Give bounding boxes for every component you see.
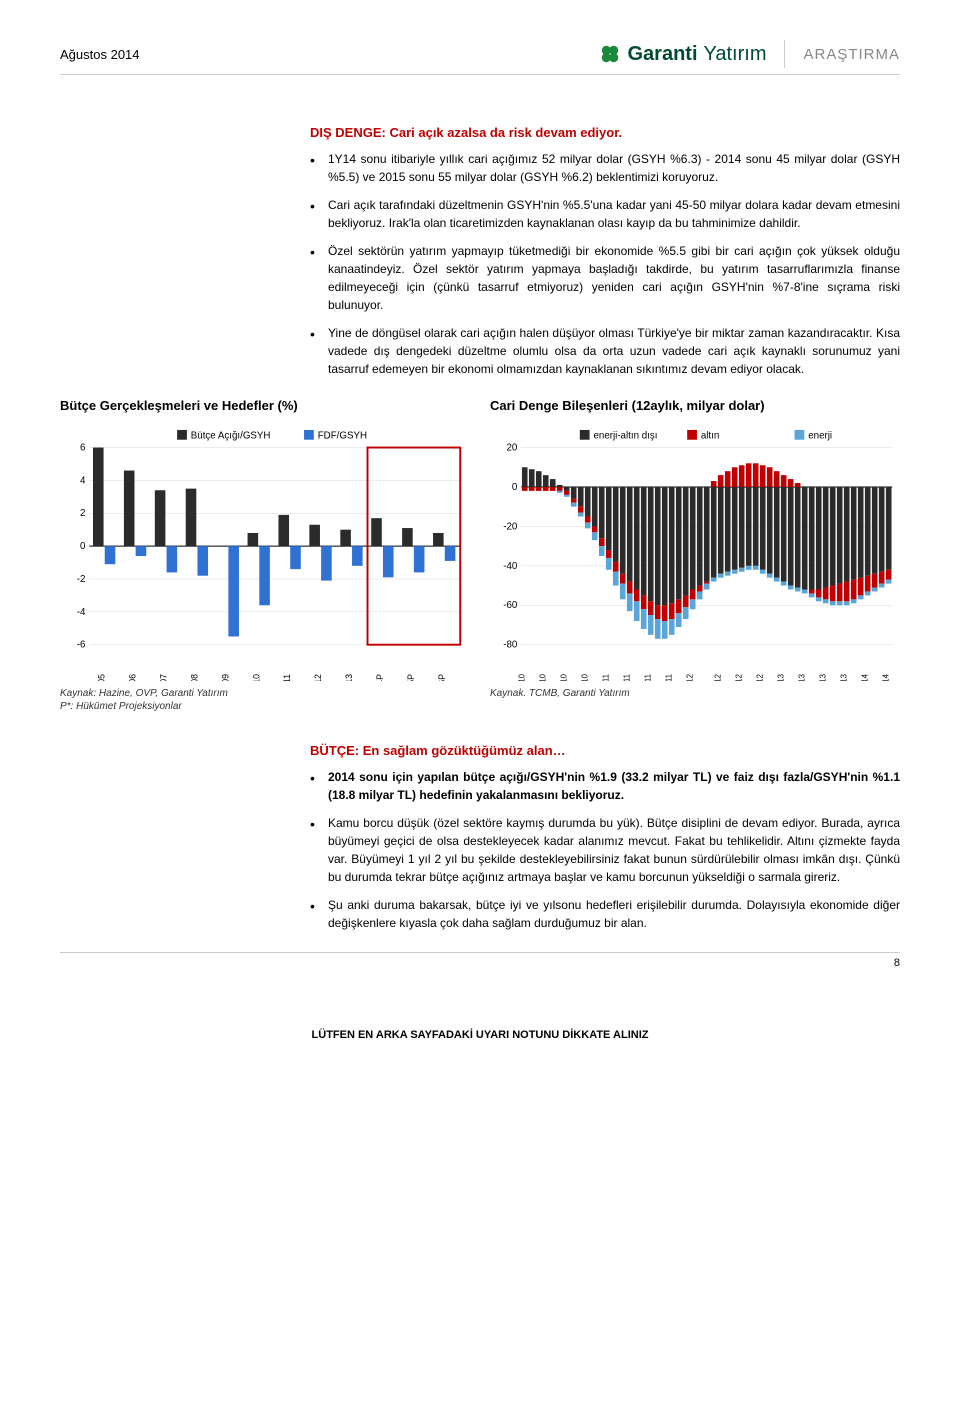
svg-text:03.12: 03.12 [686, 674, 695, 681]
svg-text:09.11: 09.11 [644, 674, 653, 681]
svg-text:12.11: 12.11 [665, 674, 674, 681]
svg-text:06.13: 06.13 [798, 674, 807, 681]
svg-text:06.12: 06.12 [714, 674, 723, 681]
svg-text:FDF/GSYH: FDF/GSYH [318, 431, 367, 442]
chart-right-col: Cari Denge Bileşenleri (12aylık, milyar … [490, 398, 900, 713]
svg-text:Bütçe Açığı/GSYH: Bütçe Açığı/GSYH [191, 431, 271, 442]
bullet-item: Yine de döngüsel olarak cari açığın hale… [310, 324, 900, 378]
section2-heading: BÜTÇE: En sağlam gözüktüğümüz alan… [310, 743, 900, 758]
svg-text:12.10: 12.10 [581, 673, 590, 681]
svg-text:2014P: 2014P [375, 674, 385, 681]
svg-text:2011: 2011 [282, 674, 292, 681]
bullet-item: Özel sektörün yatırım yapmayıp tüketmedi… [310, 242, 900, 314]
svg-text:-2: -2 [77, 574, 86, 585]
svg-text:2016P: 2016P [437, 674, 447, 681]
bullet-item: 2014 sonu için yapılan bütçe açığı/GSYH'… [310, 768, 900, 804]
svg-text:09.10: 09.10 [560, 673, 569, 681]
svg-text:06.10: 06.10 [539, 673, 548, 681]
bullet-item: Cari açık tarafındaki düzeltmenin GSYH'n… [310, 196, 900, 232]
brand-text-2: Yatırım [704, 43, 767, 66]
svg-text:03.13: 03.13 [777, 674, 786, 681]
section1-bullets: 1Y14 sonu itibariyle yıllık cari açığımı… [310, 150, 900, 378]
page-header: Ağustos 2014 Garanti Yatırım ARAŞTIRMA [60, 40, 900, 75]
svg-text:12.12: 12.12 [756, 674, 765, 681]
brand-text-1: Garanti [627, 43, 697, 66]
header-right: Garanti Yatırım ARAŞTIRMA [599, 40, 900, 68]
chart-left-note: P*: Hükümet Projeksiyonlar [60, 701, 182, 712]
section-label: ARAŞTIRMA [803, 46, 900, 63]
svg-text:-80: -80 [503, 640, 518, 651]
svg-text:-4: -4 [77, 607, 86, 618]
svg-text:09.12: 09.12 [735, 674, 744, 681]
section2-bullets: 2014 sonu için yapılan bütçe açığı/GSYH'… [310, 768, 900, 932]
bullet-item: Şu anki duruma bakarsak, bütçe iyi ve yı… [310, 896, 900, 932]
svg-text:2007: 2007 [159, 674, 169, 681]
charts-row: Bütçe Gerçekleşmeleri ve Hedefler (%) -6… [60, 398, 900, 713]
chart-left-title: Bütçe Gerçekleşmeleri ve Hedefler (%) [60, 398, 470, 413]
header-date: Ağustos 2014 [60, 47, 140, 62]
svg-text:20: 20 [506, 442, 517, 453]
svg-text:09.13: 09.13 [819, 674, 828, 681]
svg-text:2012: 2012 [313, 674, 323, 681]
svg-text:-40: -40 [503, 561, 518, 572]
chart-right: -80 -60 -40 -20 0 20 enerji-altın dışı altın ene… [490, 421, 900, 681]
svg-text:03.14: 03.14 [861, 673, 870, 681]
chart-left-source-text: Kaynak: Hazine, OVP, Garanti Yatırım [60, 688, 228, 699]
bullet-item: Kamu borcu düşük (özel sektöre kaymış du… [310, 814, 900, 886]
header-divider [784, 40, 785, 68]
svg-text:2010: 2010 [251, 674, 261, 681]
chart-left-col: Bütçe Gerçekleşmeleri ve Hedefler (%) -6… [60, 398, 470, 713]
svg-text:06.11: 06.11 [623, 674, 632, 681]
svg-text:enerji: enerji [808, 431, 832, 442]
svg-text:03.11: 03.11 [602, 674, 611, 681]
svg-text:2009: 2009 [220, 674, 230, 681]
svg-text:6: 6 [80, 442, 85, 453]
svg-text:2015P: 2015P [406, 674, 416, 681]
footer-warning: LÜTFEN EN ARKA SAYFADAKİ UYARI NOTUNU Dİ… [60, 1029, 900, 1041]
svg-text:2005: 2005 [97, 674, 107, 681]
brand-logo: Garanti Yatırım [599, 43, 766, 66]
svg-text:enerji-altın dışı: enerji-altın dışı [593, 431, 657, 442]
svg-text:2: 2 [80, 508, 85, 519]
chart-left-source: Kaynak: Hazine, OVP, Garanti Yatırım P*:… [60, 687, 470, 713]
page-number: 8 [60, 952, 900, 969]
svg-text:0: 0 [512, 482, 518, 493]
svg-text:2013: 2013 [344, 674, 354, 681]
svg-text:-60: -60 [503, 600, 518, 611]
clover-icon [599, 43, 621, 65]
section1-heading: DIŞ DENGE: Cari açık azalsa da risk deva… [310, 125, 900, 140]
chart-right-title: Cari Denge Bileşenleri (12aylık, milyar … [490, 398, 900, 413]
bullet-item: 1Y14 sonu itibariyle yıllık cari açığımı… [310, 150, 900, 186]
chart-left: -6 -4 -2 0 2 4 6 Bütçe Açığı/GSYH FDF/GSYH 2005 20… [60, 421, 470, 681]
svg-text:2006: 2006 [128, 674, 138, 681]
svg-text:-6: -6 [77, 640, 86, 651]
svg-text:-20: -20 [503, 521, 518, 532]
svg-text:06.14: 06.14 [882, 673, 891, 681]
svg-text:03.10: 03.10 [518, 673, 527, 681]
svg-text:12.13: 12.13 [840, 674, 849, 681]
chart-right-source: Kaynak. TCMB, Garanti Yatırım [490, 687, 900, 700]
svg-text:2008: 2008 [189, 674, 199, 681]
svg-text:altın: altın [701, 431, 719, 442]
svg-text:4: 4 [80, 475, 86, 486]
svg-text:0: 0 [80, 541, 86, 552]
